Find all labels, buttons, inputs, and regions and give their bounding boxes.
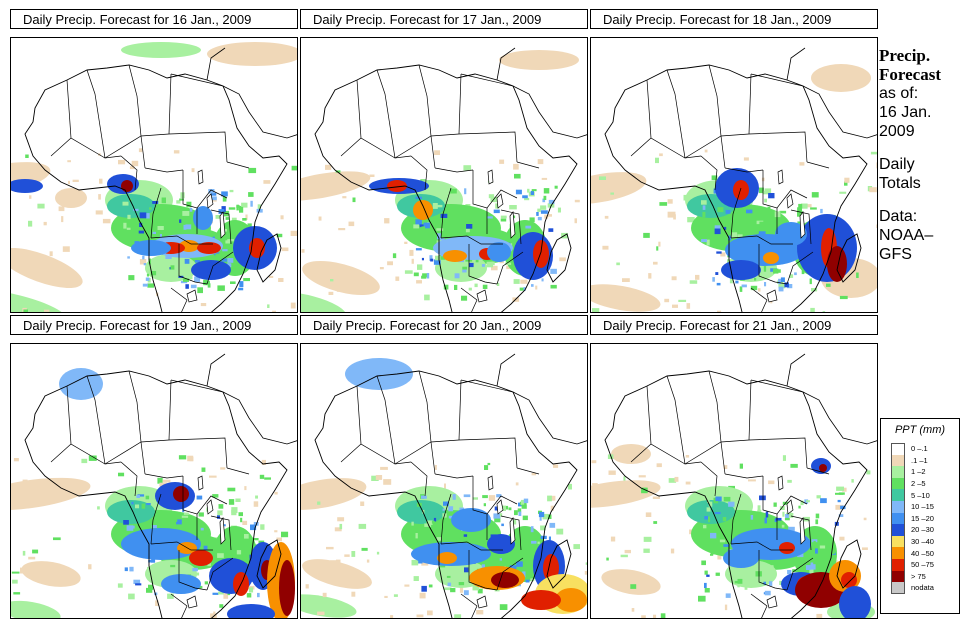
africa-map bbox=[11, 42, 297, 312]
legend-label: 5 –10 bbox=[911, 490, 930, 500]
legend-item: > 75 bbox=[881, 570, 959, 583]
africa-map bbox=[11, 353, 297, 618]
asof-label: as of: bbox=[879, 85, 919, 102]
legend-swatch bbox=[891, 500, 905, 513]
forecast-panel-20-jan: Daily Precip. Forecast for 20 Jan., 2009 bbox=[300, 315, 588, 619]
legend-item: 20 –30 bbox=[881, 524, 959, 536]
panel-title: Daily Precip. Forecast for 18 Jan., 2009 bbox=[590, 9, 878, 29]
legend-item: 2 –5 bbox=[881, 477, 959, 490]
legend-item: 30 –40 bbox=[881, 535, 959, 548]
precip-map bbox=[10, 343, 298, 619]
africa-map bbox=[591, 353, 877, 618]
legend-swatch bbox=[891, 443, 905, 455]
heading-forecast: Forecast bbox=[879, 65, 941, 84]
panel-title: Daily Precip. Forecast for 19 Jan., 2009 bbox=[10, 315, 298, 335]
heading-precip: Precip. bbox=[879, 46, 931, 65]
precip-map bbox=[300, 343, 588, 619]
africa-map bbox=[301, 353, 587, 618]
legend-swatch bbox=[891, 570, 905, 583]
precip-map bbox=[590, 37, 878, 313]
legend-label: 1 –2 bbox=[911, 467, 926, 477]
legend-title: PPT (mm) bbox=[894, 424, 946, 436]
legend-swatch bbox=[891, 454, 905, 467]
data-source-2: GFS bbox=[879, 246, 912, 263]
sidebar-info: Precip. Forecast as of: 16 Jan. 2009 Dai… bbox=[879, 46, 963, 264]
daily-label: Daily bbox=[879, 156, 915, 173]
legend-label: 50 –75 bbox=[911, 560, 934, 570]
forecast-panel-18-jan: Daily Precip. Forecast for 18 Jan., 2009 bbox=[590, 9, 878, 313]
legend-label: .1 –1 bbox=[911, 455, 928, 465]
panel-title: Daily Precip. Forecast for 21 Jan., 2009 bbox=[590, 315, 878, 335]
panel-title: Daily Precip. Forecast for 20 Jan., 2009 bbox=[300, 315, 588, 335]
totals-label: Totals bbox=[879, 175, 921, 192]
legend-item: nodata bbox=[881, 582, 959, 594]
legend-item: 1 –2 bbox=[881, 466, 959, 478]
legend-item: 5 –10 bbox=[881, 489, 959, 501]
forecast-panel-19-jan: Daily Precip. Forecast for 19 Jan., 2009 bbox=[10, 315, 298, 619]
legend-item: 10 –15 bbox=[881, 500, 959, 513]
legend-label: 10 –15 bbox=[911, 502, 934, 512]
legend-label: > 75 bbox=[911, 571, 926, 581]
forecast-panel-21-jan: Daily Precip. Forecast for 21 Jan., 2009 bbox=[590, 315, 878, 619]
legend-label: 30 –40 bbox=[911, 537, 934, 547]
legend-label: 20 –30 bbox=[911, 525, 934, 535]
legend-swatch bbox=[891, 524, 905, 536]
legend-swatch bbox=[891, 558, 905, 571]
panel-title: Daily Precip. Forecast for 16 Jan., 2009 bbox=[10, 9, 298, 29]
legend-swatch bbox=[891, 477, 905, 490]
legend-label: 15 –20 bbox=[911, 513, 934, 523]
legend-swatch bbox=[891, 582, 905, 594]
panel-title: Daily Precip. Forecast for 17 Jan., 2009 bbox=[300, 9, 588, 29]
precip-map bbox=[10, 37, 298, 313]
legend-item: .1 –1 bbox=[881, 454, 959, 467]
legend-label: 40 –50 bbox=[911, 548, 934, 558]
asof-year: 2009 bbox=[879, 123, 915, 140]
legend-label: 0 –.1 bbox=[911, 444, 928, 454]
legend-item: 0 –.1 bbox=[881, 443, 959, 455]
asof-date: 16 Jan. bbox=[879, 104, 932, 121]
precip-map bbox=[590, 343, 878, 619]
africa-map bbox=[301, 47, 587, 312]
forecast-panel-16-jan: Daily Precip. Forecast for 16 Jan., 2009 bbox=[10, 9, 298, 313]
legend-swatch bbox=[891, 466, 905, 478]
africa-map bbox=[591, 47, 877, 312]
forecast-panel-17-jan: Daily Precip. Forecast for 17 Jan., 2009 bbox=[300, 9, 588, 313]
data-label: Data: bbox=[879, 208, 918, 225]
legend-item: 50 –75 bbox=[881, 558, 959, 571]
legend-swatch bbox=[891, 512, 905, 525]
legend-item: 40 –50 bbox=[881, 547, 959, 559]
legend-swatch bbox=[891, 535, 905, 548]
legend-swatch bbox=[891, 489, 905, 501]
legend-item: 15 –20 bbox=[881, 512, 959, 525]
legend-swatch bbox=[891, 547, 905, 559]
legend: PPT (mm) 0 –.1.1 –1 1 –2 2 –5 5 –10 10 –15 15… bbox=[880, 418, 960, 614]
data-source-1: NOAA– bbox=[879, 227, 934, 244]
legend-label: 2 –5 bbox=[911, 479, 926, 489]
precip-map bbox=[300, 37, 588, 313]
legend-label: nodata bbox=[911, 583, 934, 593]
